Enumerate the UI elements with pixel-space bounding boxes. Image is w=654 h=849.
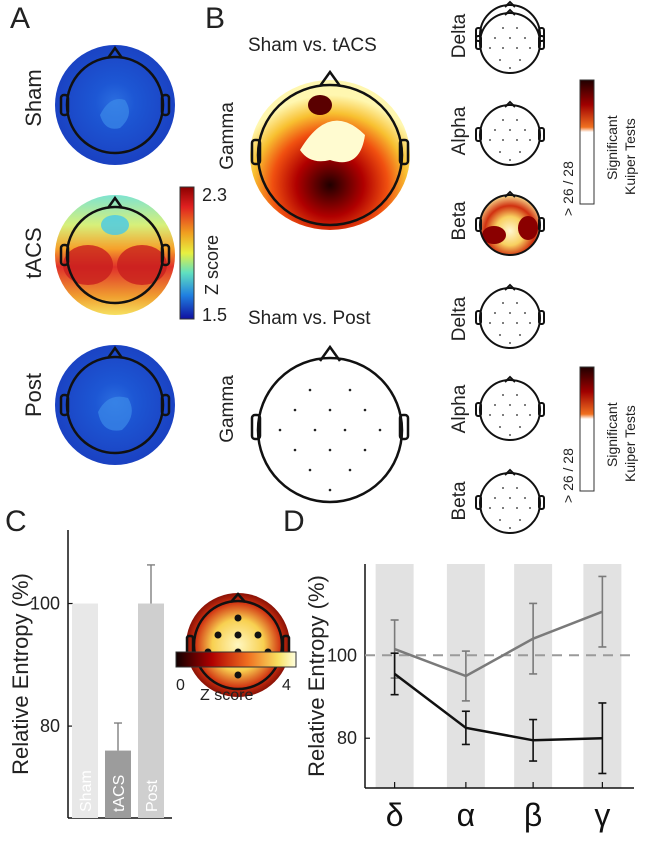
colorbar-a-label: Z score	[202, 235, 222, 295]
kuiper-bottom-line2: Kuiper Tests	[622, 405, 638, 482]
c-bar-label: Sham	[78, 770, 95, 812]
d-series-line-0	[394, 610, 603, 678]
topomap-beta-tacs	[475, 190, 545, 256]
label-gamma-top: Gamma	[217, 102, 238, 170]
kuiper-bottom-threshold: > 26 / 28	[560, 448, 576, 503]
row-label-tacs: tACS	[21, 227, 46, 279]
panel-b-gamma-maps	[250, 69, 410, 504]
c-ytick-label: 100	[30, 594, 60, 614]
band-delta-top: Delta	[449, 13, 470, 59]
colorbar-a-min: 1.5	[202, 305, 227, 325]
c-ylabel: Relative Entropy (%)	[8, 573, 33, 775]
c-bar-label: tACS	[111, 775, 128, 812]
topomap-alpha-tacs	[475, 101, 545, 166]
c-bar-sham	[72, 603, 98, 818]
inset-colorbar-label: Z score	[200, 687, 253, 704]
c-bar-post	[138, 603, 164, 818]
inset-topomap	[185, 592, 291, 697]
band-alpha-bottom: Alpha	[449, 384, 470, 434]
kuiper-legend-top: Significant Kuiper Tests	[579, 79, 638, 205]
panel-a-colorbar: 2.3 1.5 Z score	[179, 185, 227, 325]
inset-colorbar-min: 0	[176, 677, 185, 694]
panel-letter-b: B	[205, 2, 226, 35]
topomap-sham	[55, 45, 175, 165]
label-gamma-bottom: Gamma	[217, 375, 238, 443]
d-xtick-label: β	[524, 797, 542, 833]
topomap-delta-post	[475, 284, 545, 349]
kuiper-top-threshold: > 26 / 28	[560, 161, 576, 216]
topomap-alpha-post	[475, 376, 545, 441]
c-bar-label: Post	[144, 779, 161, 812]
panel-b-small-maps	[475, 0, 545, 534]
c-bar-tacs	[105, 750, 131, 818]
kuiper-threshold-bottom: > 26 / 28	[560, 448, 576, 503]
panel-a-topomaps	[55, 45, 175, 465]
band-beta-top: Beta	[449, 201, 470, 241]
panel-letter-c: C	[5, 505, 27, 538]
kuiper-legend-bottom: Significant Kuiper Tests	[579, 366, 638, 492]
title-sham-vs-post: Sham vs. Post	[248, 308, 371, 329]
panel-letter-a: A	[10, 2, 31, 35]
colorbar-a-max: 2.3	[202, 185, 227, 205]
kuiper-top-line1: Significant	[604, 115, 620, 180]
d-xtick-label: γ	[594, 797, 610, 833]
topomap-gamma-tacs	[250, 69, 410, 230]
topomap-gamma-post	[250, 344, 410, 504]
d-ytick-label: 100	[327, 645, 357, 665]
d-series-line-1	[393, 672, 603, 742]
kuiper-top-line2: Kuiper Tests	[622, 118, 638, 195]
band-delta-bottom: Delta	[449, 296, 470, 342]
d-ylabel: Relative Entropy (%)	[304, 575, 329, 777]
kuiper-threshold-top: > 26 / 28	[560, 161, 576, 216]
d-xtick-label: δ	[386, 797, 404, 833]
c-ytick-label: 80	[40, 716, 60, 736]
title-sham-vs-tacs: Sham vs. tACS	[248, 35, 377, 56]
d-xtick-label: α	[457, 797, 476, 833]
inset-colorbar	[175, 651, 297, 668]
topomap-post	[55, 345, 175, 465]
d-ytick-label: 80	[337, 728, 357, 748]
row-label-post: Post	[21, 372, 46, 418]
topomap-tacs	[55, 195, 175, 315]
row-label-sham: Sham	[21, 69, 46, 127]
kuiper-bottom-line1: Significant	[604, 402, 620, 467]
panel-letter-d: D	[283, 505, 305, 538]
band-alpha-top: Alpha	[449, 106, 470, 156]
inset-colorbar-max: 4	[282, 677, 291, 694]
